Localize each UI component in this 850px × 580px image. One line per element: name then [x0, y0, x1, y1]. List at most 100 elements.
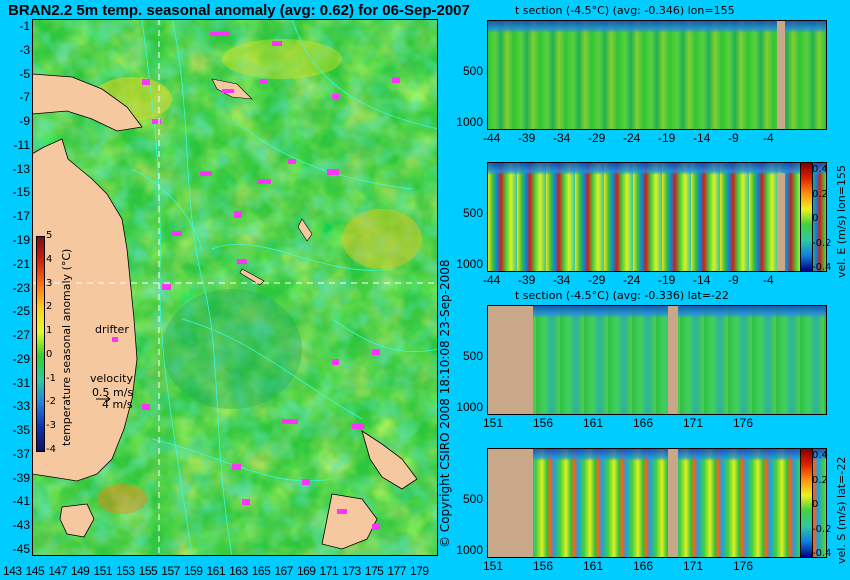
panel-colorbar-tick: 0 — [812, 213, 819, 224]
panel-plot-area — [487, 162, 827, 272]
panel-plot-area — [487, 305, 827, 415]
map-colorbar-tick: 2 — [46, 301, 53, 313]
map-colorbar — [36, 236, 45, 452]
land-nz-north — [361, 430, 418, 490]
panel-x-tick: 171 — [683, 416, 704, 430]
land-tasmania — [59, 503, 95, 538]
panel-x-tick: 161 — [583, 416, 604, 430]
map-y-tick: -39 — [12, 470, 30, 485]
map-canvas — [32, 19, 438, 556]
panel-colorbar-tick: 0.2 — [812, 188, 828, 200]
panel-colorbar-tick: 0.2 — [812, 474, 828, 486]
map-y-tick: -21 — [12, 256, 30, 271]
velocity-label: velocity — [90, 372, 133, 385]
map-y-tick: -17 — [12, 209, 30, 224]
panel-x-tick: 156 — [533, 559, 554, 573]
panel-x-tick: -34 — [553, 273, 571, 287]
panel-y-tick: 500 — [462, 492, 483, 506]
panel-x-tick: 151 — [483, 416, 504, 430]
panel-x-tick: -44 — [483, 131, 501, 145]
panel-x-tick: -24 — [623, 131, 641, 145]
panel-x-tick: -9 — [728, 273, 739, 287]
land-nz-south — [321, 493, 378, 550]
map-x-tick: 175 — [364, 564, 384, 578]
map-x-tick: 157 — [161, 564, 180, 578]
panel-y-tick: 1000 — [456, 115, 483, 129]
surface-band — [488, 21, 826, 33]
map-x-tick: 155 — [138, 564, 158, 578]
map-y-tick: -13 — [12, 161, 30, 176]
map-y-tick: -5 — [19, 66, 30, 81]
map-y-tick: -9 — [19, 114, 30, 129]
land-mask — [488, 449, 533, 557]
panel-y-tick: 1000 — [456, 257, 483, 271]
panel-x-tick: 176 — [733, 559, 754, 573]
panel-y-tick: 1000 — [456, 543, 483, 557]
panel-plot-area — [487, 448, 827, 558]
land-australia — [32, 138, 138, 482]
map-x-tick: 145 — [25, 564, 45, 578]
map-x-tick: 149 — [70, 564, 90, 578]
map-colorbar-tick: 0 — [46, 348, 53, 360]
map-x-tick: 163 — [229, 564, 248, 578]
land-mask — [488, 306, 533, 414]
velocity-scale: 0.5 m/s — [92, 386, 134, 399]
land-mask — [777, 21, 785, 129]
map-colorbar-label: temperature seasonal anomaly (°C) — [60, 248, 73, 446]
land-new-guinea — [32, 73, 143, 132]
map-y-tick: -29 — [12, 351, 30, 366]
panel-colorbar-tick: 0.4 — [812, 164, 828, 175]
panel-x-tick: -44 — [483, 273, 501, 287]
map-y-tick: -27 — [12, 328, 30, 343]
map-x-tick: 165 — [251, 564, 271, 578]
map-y-tick: -33 — [12, 399, 30, 414]
map-y-tick: -37 — [12, 446, 30, 461]
panel-colorbar-tick: -0.2 — [812, 237, 832, 249]
surface-band — [488, 306, 826, 318]
panel-colorbar-tick: -0.4 — [812, 548, 832, 559]
panel-y-tick: 500 — [462, 349, 483, 363]
panel-x-tick: -19 — [658, 131, 676, 145]
map-colorbar-tick: 1 — [46, 325, 53, 337]
map-colorbar-tick: -1 — [46, 372, 56, 384]
panel-side-label: vel. E (m/s) lon=155 — [835, 165, 848, 278]
map-y-tick: -19 — [12, 232, 30, 247]
figure-title: BRAN2.2 5m temp. seasonal anomaly (avg: … — [8, 2, 470, 19]
panel-x-tick: 151 — [483, 559, 504, 573]
map-x-tick: 173 — [342, 564, 361, 578]
panel-x-tick: -4 — [763, 273, 774, 287]
map-y-tick: -45 — [12, 542, 30, 556]
map-x-tick: 153 — [116, 564, 135, 578]
panel-x-tick: -14 — [693, 131, 711, 145]
panel-x-tick: -9 — [728, 131, 739, 145]
panel-x-tick: 176 — [733, 416, 754, 430]
land-mask — [668, 306, 678, 414]
land-mask — [777, 173, 785, 271]
panel-x-tick: 166 — [633, 559, 654, 573]
panel-x-tick: -34 — [553, 131, 571, 145]
panel-colorbar — [800, 448, 813, 558]
panel-x-tick: -14 — [693, 273, 711, 287]
drifter-label: drifter — [95, 323, 129, 336]
map-y-tick: -7 — [19, 90, 30, 105]
map-y-tick: -31 — [12, 375, 30, 390]
surface-band — [488, 449, 826, 461]
map-colorbar-tick: 4 — [46, 253, 53, 265]
anomaly-map — [32, 19, 438, 556]
panel-y-tick: 1000 — [456, 400, 483, 414]
map-x-tick: 177 — [387, 564, 406, 578]
panel-x-tick: 171 — [683, 559, 704, 573]
panel-x-tick: 156 — [533, 416, 554, 430]
map-x-tick: 151 — [93, 564, 112, 578]
surface-band — [488, 163, 826, 175]
map-y-tick: -15 — [12, 185, 30, 200]
panel-title: t section (-4.5°C) (avg: -0.336) lat=-22 — [515, 289, 729, 302]
panel-x-tick: -39 — [518, 273, 536, 287]
panel-x-tick: -29 — [588, 273, 606, 287]
map-y-tick: -3 — [19, 42, 30, 57]
panel-x-tick: -19 — [658, 273, 676, 287]
map-x-tick: 171 — [319, 564, 339, 578]
panel-plot-area — [487, 20, 827, 130]
panel-x-tick: -4 — [763, 131, 774, 145]
